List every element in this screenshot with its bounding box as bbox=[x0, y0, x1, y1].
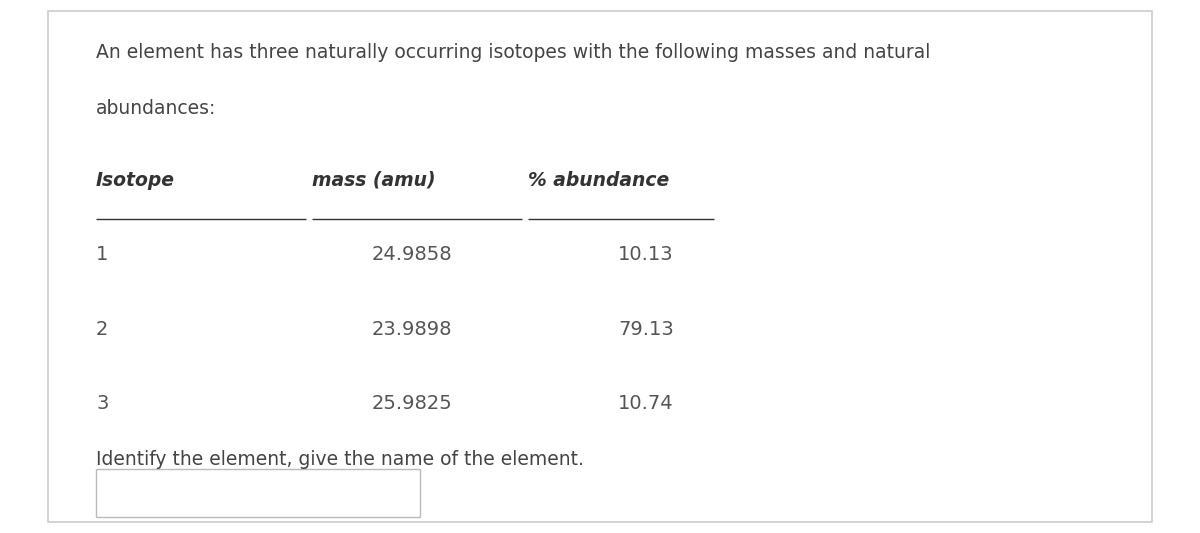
Text: 3: 3 bbox=[96, 394, 108, 414]
Text: Isotope: Isotope bbox=[96, 171, 175, 190]
Text: 10.74: 10.74 bbox=[618, 394, 673, 414]
FancyBboxPatch shape bbox=[48, 11, 1152, 522]
Text: % abundance: % abundance bbox=[528, 171, 670, 190]
Text: 2: 2 bbox=[96, 320, 108, 339]
Text: 25.9825: 25.9825 bbox=[372, 394, 452, 414]
Text: 79.13: 79.13 bbox=[618, 320, 673, 339]
Text: 10.13: 10.13 bbox=[618, 245, 673, 264]
Text: An element has three naturally occurring isotopes with the following masses and : An element has three naturally occurring… bbox=[96, 43, 930, 62]
Text: mass (amu): mass (amu) bbox=[312, 171, 436, 190]
FancyBboxPatch shape bbox=[96, 469, 420, 517]
Text: 24.9858: 24.9858 bbox=[372, 245, 452, 264]
Text: Identify the element, give the name of the element.: Identify the element, give the name of t… bbox=[96, 450, 584, 470]
Text: abundances:: abundances: bbox=[96, 99, 216, 118]
Text: 1: 1 bbox=[96, 245, 108, 264]
Text: 23.9898: 23.9898 bbox=[372, 320, 452, 339]
